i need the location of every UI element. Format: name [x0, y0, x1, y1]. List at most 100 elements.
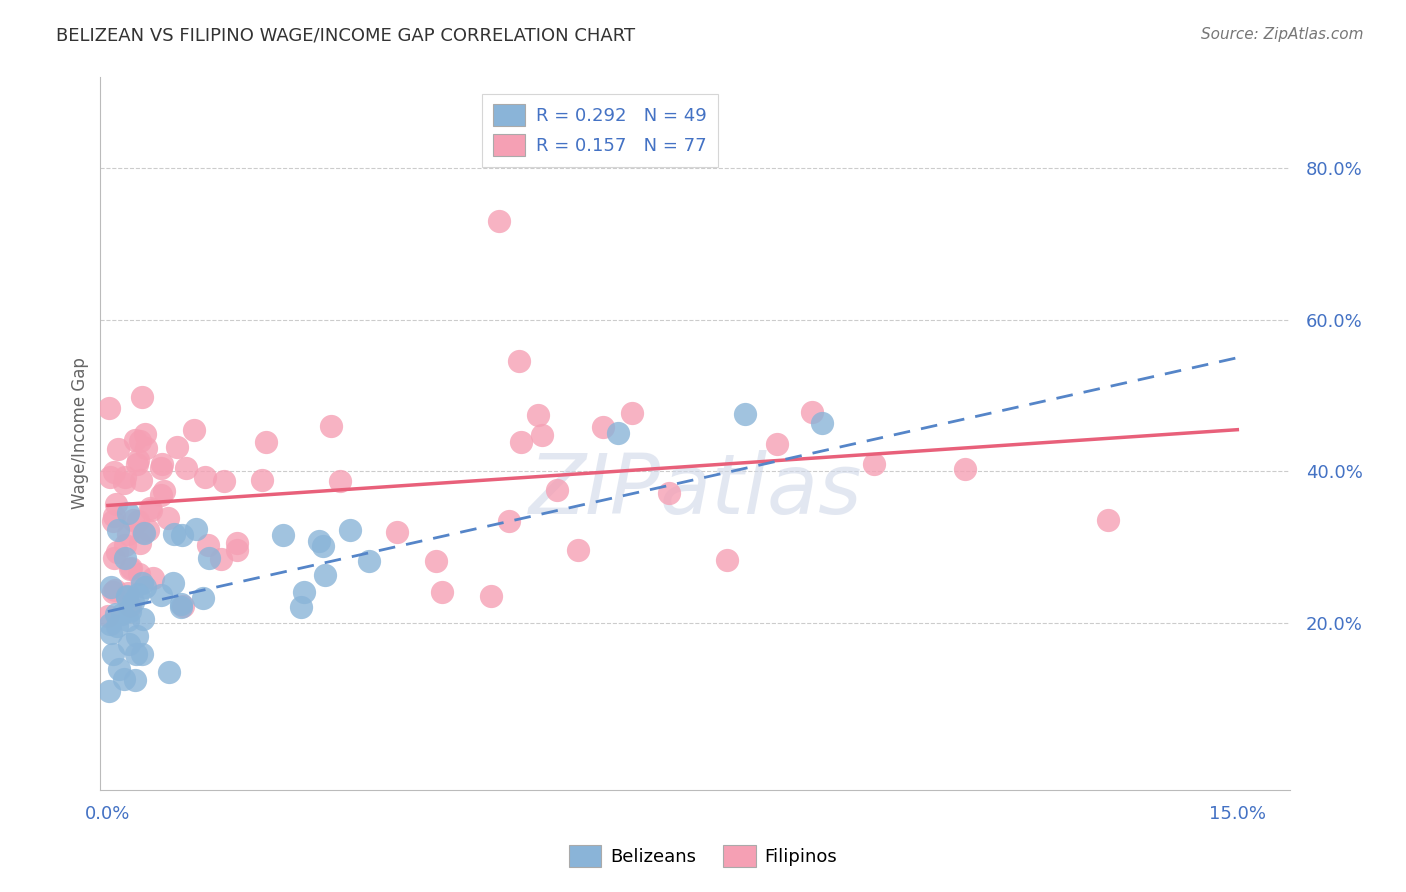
- Point: [128, 566, 150, 581]
- Point: [120, 560, 142, 574]
- Point: [430, 584, 453, 599]
- Point: [290, 599, 312, 614]
- Point: [193, 591, 215, 605]
- Point: [498, 514, 520, 528]
- Point: [149, 461, 172, 475]
- Point: [103, 550, 125, 565]
- Point: [127, 587, 149, 601]
- Point: [127, 515, 149, 529]
- Point: [101, 647, 124, 661]
- Point: [425, 554, 447, 568]
- Point: [734, 408, 756, 422]
- Point: [526, 408, 548, 422]
- Point: [254, 434, 277, 449]
- Point: [129, 434, 152, 449]
- Point: [321, 418, 343, 433]
- Point: [107, 523, 129, 537]
- Point: [1097, 513, 1119, 527]
- Text: Source: ZipAtlas.com: Source: ZipAtlas.com: [1201, 27, 1364, 42]
- Point: [105, 544, 128, 558]
- Point: [125, 648, 148, 662]
- Point: [212, 474, 235, 488]
- Point: [124, 434, 146, 448]
- Point: [530, 427, 553, 442]
- Point: [131, 575, 153, 590]
- Point: [131, 647, 153, 661]
- Point: [157, 665, 180, 679]
- Point: [811, 416, 834, 430]
- Point: [115, 591, 138, 605]
- Point: [294, 585, 316, 599]
- Point: [118, 599, 141, 613]
- Point: [114, 470, 136, 484]
- Point: [170, 599, 193, 614]
- Point: [127, 457, 149, 471]
- Legend: R = 0.292   N = 49, R = 0.157   N = 77: R = 0.292 N = 49, R = 0.157 N = 77: [482, 94, 718, 167]
- Point: [117, 637, 139, 651]
- Point: [117, 527, 139, 541]
- Point: [117, 613, 139, 627]
- Legend: Belizeans, Filipinos: Belizeans, Filipinos: [561, 838, 845, 874]
- Point: [100, 580, 122, 594]
- Point: [546, 483, 568, 497]
- Point: [225, 536, 247, 550]
- Point: [172, 528, 194, 542]
- Point: [162, 527, 184, 541]
- Point: [122, 594, 145, 608]
- Point: [149, 488, 172, 502]
- Point: [115, 589, 138, 603]
- Point: [488, 214, 510, 228]
- Point: [170, 597, 193, 611]
- Point: [107, 442, 129, 456]
- Point: [124, 673, 146, 688]
- Point: [621, 406, 644, 420]
- Point: [128, 536, 150, 550]
- Point: [149, 588, 172, 602]
- Point: [339, 523, 361, 537]
- Point: [479, 590, 502, 604]
- Point: [103, 465, 125, 479]
- Point: [250, 473, 273, 487]
- Point: [104, 607, 127, 621]
- Point: [112, 476, 135, 491]
- Point: [606, 426, 628, 441]
- Point: [197, 538, 219, 552]
- Point: [117, 506, 139, 520]
- Point: [105, 618, 128, 632]
- Point: [114, 538, 136, 552]
- Point: [120, 603, 142, 617]
- Point: [131, 391, 153, 405]
- Point: [98, 470, 121, 484]
- Point: [100, 625, 122, 640]
- Point: [766, 436, 789, 450]
- Point: [101, 514, 124, 528]
- Point: [271, 528, 294, 542]
- Point: [592, 420, 614, 434]
- Point: [716, 552, 738, 566]
- Point: [103, 509, 125, 524]
- Point: [120, 561, 142, 575]
- Point: [117, 585, 139, 599]
- Point: [136, 523, 159, 537]
- Point: [97, 683, 120, 698]
- Point: [800, 405, 823, 419]
- Point: [132, 525, 155, 540]
- Point: [129, 473, 152, 487]
- Point: [166, 440, 188, 454]
- Point: [314, 568, 336, 582]
- Point: [139, 503, 162, 517]
- Point: [142, 571, 165, 585]
- Point: [510, 434, 533, 449]
- Point: [111, 607, 134, 621]
- Point: [209, 551, 232, 566]
- Point: [385, 524, 408, 539]
- Point: [105, 497, 128, 511]
- Point: [98, 401, 121, 415]
- Point: [112, 672, 135, 686]
- Point: [97, 609, 120, 624]
- Point: [134, 580, 156, 594]
- Point: [184, 522, 207, 536]
- Text: BELIZEAN VS FILIPINO WAGE/INCOME GAP CORRELATION CHART: BELIZEAN VS FILIPINO WAGE/INCOME GAP COR…: [56, 27, 636, 45]
- Point: [183, 424, 205, 438]
- Point: [98, 616, 121, 631]
